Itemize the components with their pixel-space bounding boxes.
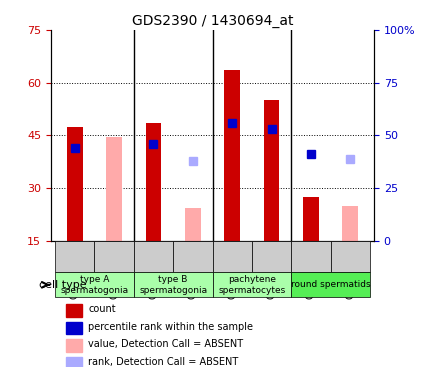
FancyBboxPatch shape	[291, 272, 370, 297]
FancyBboxPatch shape	[212, 241, 252, 272]
FancyBboxPatch shape	[173, 241, 212, 272]
Bar	[224, 70, 240, 241]
Bar	[65, 357, 82, 370]
Bar	[145, 123, 162, 241]
FancyBboxPatch shape	[134, 272, 212, 297]
FancyBboxPatch shape	[94, 241, 134, 272]
FancyBboxPatch shape	[252, 241, 291, 272]
Title: GDS2390 / 1430694_at: GDS2390 / 1430694_at	[132, 13, 293, 28]
Bar	[264, 100, 280, 241]
Text: round spermatids: round spermatids	[291, 280, 371, 289]
Text: value, Detection Call = ABSENT: value, Detection Call = ABSENT	[88, 339, 243, 349]
FancyBboxPatch shape	[291, 241, 331, 272]
Text: rank, Detection Call = ABSENT: rank, Detection Call = ABSENT	[88, 357, 238, 367]
Bar	[67, 127, 82, 241]
Text: type A
spermatogonia: type A spermatogonia	[60, 275, 128, 294]
FancyBboxPatch shape	[212, 272, 291, 297]
FancyBboxPatch shape	[134, 241, 173, 272]
Bar	[65, 304, 82, 317]
Text: count: count	[88, 304, 116, 314]
FancyBboxPatch shape	[331, 241, 370, 272]
Bar	[65, 322, 82, 334]
FancyBboxPatch shape	[55, 241, 94, 272]
Text: type B
spermatogonia: type B spermatogonia	[139, 275, 207, 294]
Text: percentile rank within the sample: percentile rank within the sample	[88, 322, 253, 332]
Bar	[65, 339, 82, 352]
Text: pachytene
spermatocytes: pachytene spermatocytes	[218, 275, 286, 294]
Bar	[303, 197, 319, 241]
Text: cell type: cell type	[39, 280, 87, 290]
Bar	[343, 206, 358, 241]
Bar	[185, 207, 201, 241]
FancyBboxPatch shape	[55, 272, 134, 297]
Bar	[106, 137, 122, 241]
